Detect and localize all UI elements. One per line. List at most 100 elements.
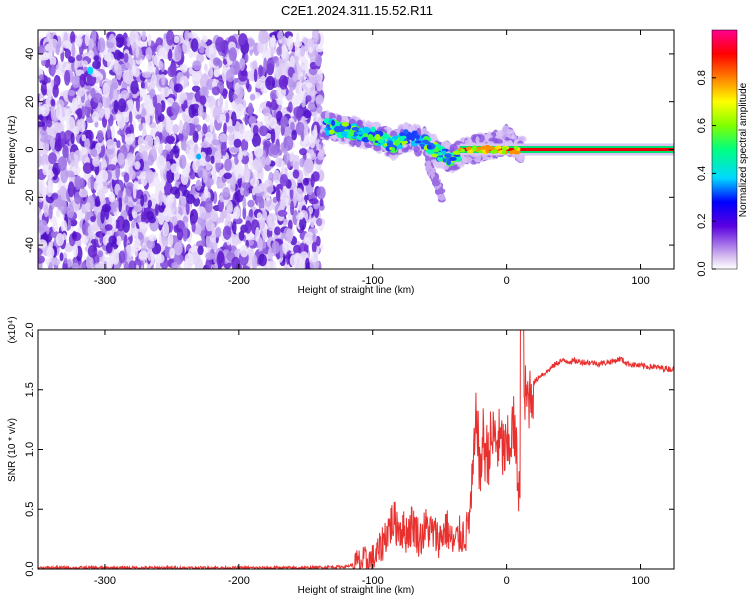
noise-blob: [97, 250, 104, 258]
noise-blob: [311, 129, 318, 140]
noise-blob: [55, 232, 65, 247]
colorbar-scale: [711, 29, 738, 270]
noise-blob: [201, 35, 208, 43]
noise-blob: [226, 200, 233, 213]
noise-blob: [63, 257, 68, 265]
noise-blob: [101, 203, 111, 213]
noise-blob: [55, 43, 60, 56]
noise-blob: [140, 194, 145, 207]
noise-blob: [78, 118, 86, 133]
track-core: [437, 151, 443, 156]
noise-blob: [240, 138, 249, 153]
noise-blob: [173, 253, 184, 265]
noise-blob: [105, 242, 113, 254]
noise-blob: [267, 212, 278, 222]
noise-blob: [117, 98, 127, 113]
track-halo: [316, 143, 322, 151]
noise-blob: [262, 106, 271, 117]
noise-blob: [218, 133, 228, 143]
snr-plot: -300 -200 -100 0 100 0.0 0.5 1.0 1.5 2.0 Height …: [7, 316, 675, 596]
noise-blob: [293, 244, 302, 255]
noise-blob: [82, 162, 93, 174]
noise-blob: [292, 209, 299, 226]
noise-blob: [211, 86, 221, 96]
noise-blob: [38, 152, 42, 168]
noise-blob: [187, 92, 194, 101]
noise-blob: [274, 226, 281, 236]
noise-blob: [210, 155, 215, 164]
snr-xtick-label: 0: [504, 575, 510, 587]
noise-blob: [227, 125, 234, 133]
noise-blob: [276, 98, 284, 106]
snr-xtick-label: 100: [631, 575, 649, 587]
noise-blob: [87, 244, 98, 258]
noise-blob: [275, 60, 280, 68]
track-core: [437, 156, 443, 162]
noise-blob: [71, 41, 76, 58]
noise-blob: [146, 210, 154, 221]
noise-blob: [100, 197, 106, 207]
steady-spot: [501, 150, 506, 155]
noise-blob: [40, 103, 50, 117]
noise-blob: [259, 75, 266, 82]
noise-blob: [66, 259, 73, 268]
noise-blob: [135, 95, 140, 112]
noise-blob: [38, 248, 43, 256]
steady-spot: [512, 150, 521, 155]
noise-blob: [60, 199, 67, 215]
spectrogram-xtick-label: 0: [504, 275, 510, 287]
spectrogram-xtick-label: -200: [228, 275, 250, 287]
noise-blob: [66, 204, 75, 219]
noise-blob: [249, 177, 260, 187]
noise-blob: [296, 108, 303, 121]
steady-spot: [475, 146, 482, 151]
chart-title: C2E1.2024.311.15.52.R11: [281, 3, 433, 18]
noise-blob: [289, 186, 294, 200]
noise-blob: [144, 134, 154, 149]
track-core: [452, 150, 462, 155]
noise-blob: [316, 218, 323, 227]
noise-blob: [188, 104, 196, 118]
noise-blob: [292, 169, 300, 179]
noise-blob: [305, 257, 310, 269]
track-core: [421, 139, 429, 144]
colorbar-tick-label: 0.4: [696, 166, 708, 181]
noise-blob: [257, 236, 263, 252]
noise-blob: [186, 193, 195, 205]
noise-blob: [242, 149, 248, 157]
noise-blob: [71, 75, 81, 88]
noise-blob: [244, 220, 252, 234]
noise-blob: [77, 87, 85, 97]
noise-blob: [81, 60, 88, 67]
noise-blob: [60, 167, 69, 184]
noise-blob: [233, 138, 242, 148]
noise-blob: [133, 238, 141, 249]
noise-blob: [178, 119, 184, 134]
noise-blob: [222, 225, 232, 240]
noise-blob: [85, 201, 91, 211]
noise-blob: [102, 82, 110, 98]
noise-blob: [91, 30, 97, 42]
noise-blob: [122, 219, 130, 233]
snr-ytick-label: 0.5: [24, 502, 36, 517]
noise-blob: [303, 109, 312, 119]
steady-spot: [495, 145, 502, 150]
noise-blob: [90, 70, 101, 78]
noise-blob: [96, 129, 104, 141]
track-halo: [507, 135, 517, 140]
colorbar-label: Normalized spectral amplitude: [738, 82, 749, 217]
noise-blob: [182, 121, 190, 137]
noise-blob: [282, 240, 288, 255]
noise-blob: [53, 122, 64, 133]
noise-blob: [55, 208, 61, 218]
noise-blob: [176, 228, 184, 241]
noise-blob: [271, 34, 276, 43]
track-core: [442, 150, 447, 156]
noise-blob: [162, 221, 170, 238]
snr-xtick-label: -300: [94, 575, 116, 587]
noise-blob: [51, 192, 59, 200]
steady-spot: [502, 146, 508, 151]
track-core: [341, 122, 350, 127]
noise-blob: [173, 35, 180, 44]
